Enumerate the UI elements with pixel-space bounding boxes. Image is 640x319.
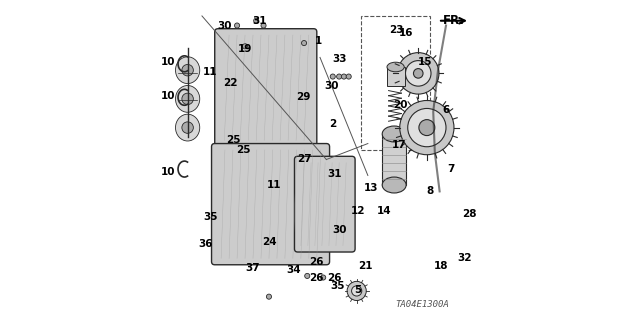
- Text: 27: 27: [298, 154, 312, 165]
- Circle shape: [261, 23, 266, 28]
- Text: 15: 15: [417, 57, 432, 67]
- Text: 16: 16: [399, 28, 413, 39]
- Text: 2: 2: [329, 119, 337, 130]
- Text: 8: 8: [426, 186, 434, 197]
- Text: 30: 30: [324, 81, 339, 91]
- Text: 35: 35: [330, 280, 345, 291]
- Text: 31: 31: [253, 16, 268, 26]
- FancyBboxPatch shape: [294, 156, 355, 252]
- Circle shape: [346, 74, 351, 79]
- Circle shape: [305, 273, 310, 278]
- Circle shape: [321, 275, 326, 280]
- Text: 26: 26: [310, 272, 324, 283]
- Text: 13: 13: [364, 183, 378, 193]
- Text: 10: 10: [161, 91, 176, 101]
- Circle shape: [406, 61, 431, 86]
- Ellipse shape: [182, 64, 193, 76]
- Text: 31: 31: [328, 169, 342, 179]
- Circle shape: [301, 41, 307, 46]
- Ellipse shape: [382, 126, 406, 142]
- Text: 36: 36: [198, 239, 212, 249]
- Text: 33: 33: [332, 54, 346, 64]
- Text: 10: 10: [161, 167, 176, 177]
- Text: 24: 24: [262, 237, 276, 248]
- Text: 14: 14: [376, 205, 391, 216]
- Circle shape: [253, 18, 259, 23]
- Ellipse shape: [387, 62, 404, 72]
- Circle shape: [408, 108, 446, 147]
- Text: 37: 37: [246, 263, 260, 273]
- Circle shape: [337, 74, 342, 79]
- Circle shape: [347, 281, 366, 300]
- Ellipse shape: [175, 85, 200, 112]
- Circle shape: [400, 100, 454, 155]
- Circle shape: [419, 120, 435, 136]
- Text: 25: 25: [236, 145, 251, 155]
- Circle shape: [234, 23, 239, 28]
- Text: 30: 30: [332, 225, 346, 235]
- Text: TA04E1300A: TA04E1300A: [396, 300, 449, 309]
- Text: 20: 20: [393, 100, 408, 110]
- Circle shape: [243, 44, 248, 49]
- Text: 34: 34: [287, 264, 301, 275]
- Ellipse shape: [175, 57, 200, 84]
- Circle shape: [351, 286, 362, 296]
- Circle shape: [330, 74, 335, 79]
- Bar: [382, 134, 406, 185]
- Bar: [387, 67, 404, 86]
- Circle shape: [266, 294, 271, 299]
- FancyBboxPatch shape: [212, 144, 330, 265]
- Text: 32: 32: [457, 253, 472, 263]
- Text: 12: 12: [350, 205, 365, 216]
- Ellipse shape: [382, 177, 406, 193]
- Text: 11: 11: [266, 180, 281, 190]
- Text: 26: 26: [327, 272, 342, 283]
- Text: 28: 28: [462, 209, 477, 219]
- Text: 5: 5: [355, 285, 362, 295]
- Circle shape: [341, 74, 346, 79]
- Text: 18: 18: [434, 261, 449, 271]
- Text: 25: 25: [226, 135, 241, 145]
- Ellipse shape: [182, 93, 193, 105]
- FancyBboxPatch shape: [215, 29, 317, 147]
- Text: FR.: FR.: [443, 14, 465, 27]
- Text: 6: 6: [442, 105, 450, 115]
- Ellipse shape: [175, 114, 200, 141]
- Text: 19: 19: [238, 44, 252, 55]
- Text: 26: 26: [310, 256, 324, 267]
- Text: 11: 11: [203, 67, 217, 77]
- Circle shape: [413, 69, 423, 78]
- Text: 30: 30: [217, 20, 232, 31]
- Text: 21: 21: [358, 261, 373, 271]
- Text: 7: 7: [447, 164, 454, 174]
- Text: 17: 17: [392, 140, 406, 150]
- Circle shape: [397, 53, 439, 94]
- Text: 22: 22: [223, 78, 237, 88]
- Text: 29: 29: [296, 92, 310, 102]
- Ellipse shape: [182, 122, 193, 133]
- Text: 23: 23: [389, 25, 404, 35]
- Text: 10: 10: [161, 57, 176, 67]
- Text: 1: 1: [315, 36, 322, 47]
- Text: 35: 35: [204, 212, 218, 222]
